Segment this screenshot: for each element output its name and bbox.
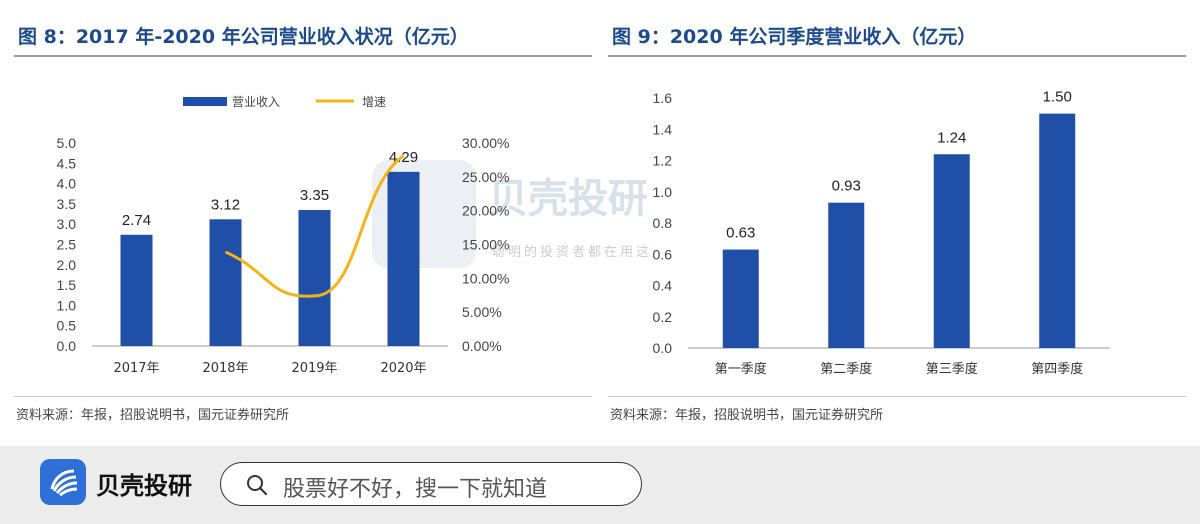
left-chart-title: 图 8：2017 年-2020 年公司营业收入状况（亿元） — [18, 26, 469, 48]
left-y-tick-label: 0.0 — [57, 338, 77, 354]
right-x-tick-label: 第三季度 — [926, 361, 978, 377]
left-source-note: 资料来源：年报，招股说明书，国元证券研究所 — [16, 408, 290, 423]
left-footer-rule — [14, 396, 592, 397]
left-x-tick-label: 2018年 — [202, 361, 248, 376]
left-x-tick-label: 2017年 — [113, 361, 159, 376]
watermark-brand: 贝壳投研 — [488, 176, 648, 222]
right-y-tick-label: 0.8 — [653, 215, 673, 231]
left-y2-tick-label: 10.00% — [462, 270, 509, 286]
brand-logo-icon[interactable] — [40, 459, 86, 505]
left-y2-tick-label: 15.00% — [462, 237, 509, 253]
right-title-rule — [608, 55, 1186, 57]
right-bar — [722, 249, 759, 348]
left-bar-data-label: 2.74 — [122, 212, 151, 229]
right-bar-data-label: 1.24 — [937, 129, 966, 146]
right-chart-title: 图 9：2020 年公司季度营业收入（亿元） — [612, 26, 977, 48]
left-y2-tick-label: 30.00% — [462, 135, 509, 151]
left-bar — [209, 219, 242, 346]
left-bar — [120, 234, 153, 346]
left-y-tick-label: 5.0 — [57, 135, 77, 151]
right-y-tick-label: 0.2 — [653, 309, 673, 325]
left-bar — [298, 209, 331, 346]
right-footer-rule — [608, 396, 1186, 397]
left-y2-tick-label: 25.00% — [462, 169, 509, 185]
left-y-tick-label: 1.0 — [57, 297, 77, 313]
right-bar-data-label: 0.93 — [832, 178, 861, 195]
left-y-tick-label: 3.0 — [57, 216, 77, 232]
right-y-tick-label: 0.4 — [653, 278, 673, 294]
right-x-tick-label: 第二季度 — [820, 361, 872, 377]
brand-name[interactable]: 贝壳投研 — [96, 472, 192, 500]
left-y-tick-label: 4.5 — [57, 155, 77, 171]
right-bar-data-label: 1.50 — [1043, 89, 1072, 106]
right-y-tick-label: 1.0 — [653, 184, 673, 200]
right-y-tick-label: 1.4 — [653, 121, 673, 137]
right-y-tick-label: 1.2 — [653, 153, 673, 169]
right-y-tick-label: 1.6 — [653, 90, 673, 106]
left-y-tick-label: 3.5 — [57, 196, 77, 212]
legend-label-growth: 增速 — [362, 95, 386, 109]
right-x-tick-label: 第一季度 — [715, 361, 767, 377]
left-title-rule — [14, 55, 592, 57]
legend-swatch-revenue — [183, 97, 227, 106]
left-bar — [387, 171, 420, 346]
right-y-tick-label: 0.6 — [653, 246, 673, 262]
left-x-tick-label: 2020年 — [380, 361, 426, 376]
left-bar-data-label: 3.12 — [211, 196, 240, 213]
right-bar-data-label: 0.63 — [726, 225, 755, 242]
left-chart: 0.0 0.5 1.0 1.5 2.0 2.5 3.0 3.5 4.0 4.5 5.0 0.00% 5.… — [57, 95, 510, 376]
search-input[interactable]: 股票好不好，搜一下就知道 — [220, 462, 642, 506]
watermark-slogan: 聪明的投资者都在用这 — [492, 244, 652, 260]
right-x-tick-label: 第四季度 — [1031, 361, 1083, 377]
charts-canvas: 贝壳投研 聪明的投资者都在用这 0.0 0.5 1.0 1.5 2.0 2.5 3.0 3.5… — [57, 89, 1110, 377]
right-chart: 0.0 0.2 0.4 0.6 0.8 1.0 1.2 1.4 1.6 0.63 第一季度 0.93 第… — [653, 89, 1110, 377]
left-y2-tick-label: 5.00% — [462, 304, 502, 320]
left-y-tick-label: 4.0 — [57, 176, 77, 192]
legend-label-revenue: 营业收入 — [232, 95, 280, 109]
left-x-tick-label: 2019年 — [291, 361, 337, 376]
right-y-tick-label: 0.0 — [653, 340, 673, 356]
left-growth-line — [224, 154, 405, 298]
search-placeholder: 股票好不好，搜一下就知道 — [283, 477, 548, 502]
left-y-tick-label: 0.5 — [57, 318, 77, 334]
left-y-tick-label: 2.5 — [57, 237, 77, 253]
left-y2-tick-label: 0.00% — [462, 338, 502, 354]
right-bar — [828, 202, 865, 348]
left-bar-data-label: 3.35 — [300, 187, 329, 204]
right-source-note: 资料来源：年报，招股说明书，国元证券研究所 — [610, 408, 884, 423]
search-icon — [247, 475, 268, 496]
left-y2-tick-label: 20.00% — [462, 203, 509, 219]
left-y-tick-label: 1.5 — [57, 277, 77, 293]
right-bar — [933, 154, 970, 348]
right-bar — [1039, 113, 1076, 348]
left-y-tick-label: 2.0 — [57, 257, 77, 273]
